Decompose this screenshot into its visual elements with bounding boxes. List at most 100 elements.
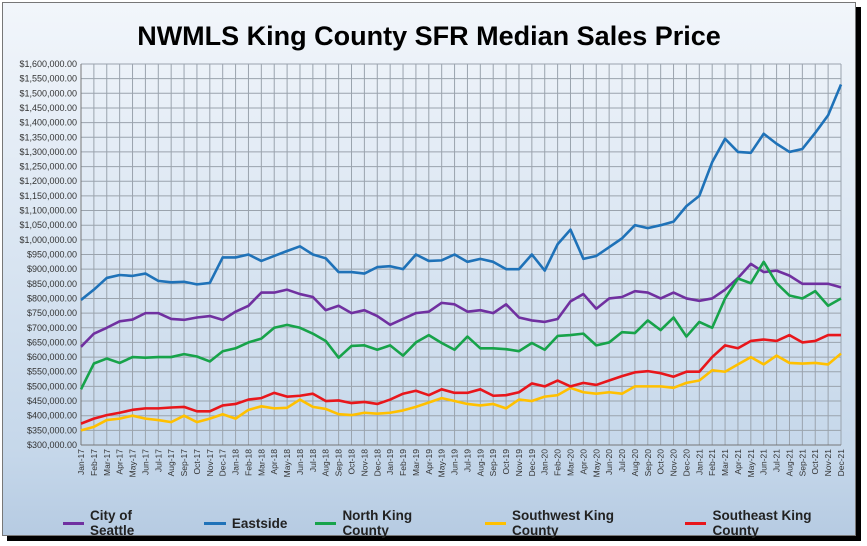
legend-item: City of Seattle [63,508,176,538]
y-tick-label: $1,600,000.00 [19,59,77,69]
y-tick-label: $1,000,000.00 [19,235,77,245]
y-tick-label: $1,400,000.00 [19,118,77,128]
y-tick-label: $400,000.00 [27,411,77,421]
x-tick-label: Jun-17 [140,449,150,475]
x-tick-label: Jan-18 [231,449,241,475]
x-tick-label: Feb-18 [243,449,253,476]
x-tick-label: Dec-18 [372,449,382,477]
y-tick-label: $1,100,000.00 [19,206,77,216]
y-tick-label: $1,350,000.00 [19,132,77,142]
x-tick-label: Jan-21 [694,449,704,475]
x-tick-label: Feb-17 [89,449,99,476]
x-tick-label: Oct-17 [192,449,202,475]
x-tick-label: Dec-17 [218,449,228,477]
x-tick-label: May-20 [591,449,601,478]
x-tick-label: Jun-20 [604,449,614,475]
series-line-city-of-seattle [80,262,842,348]
x-tick-label: Feb-21 [707,449,717,476]
y-tick-label: $550,000.00 [27,367,77,377]
y-tick-label: $700,000.00 [27,323,77,333]
chart-title: NWMLS King County SFR Median Sales Price [137,21,721,51]
series-line-southeast-king-county [80,333,841,425]
series-line-eastside [80,84,843,301]
x-tick-label: Sep-18 [334,449,344,477]
chart-plot: $300,000.00 $350,000.00 $400,000.00 $450,00… [19,59,846,478]
legend-item: Southeast King County [685,508,855,538]
legend-label: North King County [342,508,413,538]
y-tick-label: $1,200,000.00 [19,176,77,186]
x-tick-label: May-21 [746,449,756,478]
series-line-southwest-king-county [80,352,842,432]
y-tick-label: $900,000.00 [27,264,77,274]
x-tick-label: Oct-18 [347,449,357,475]
legend-label: City of Seattle [90,508,135,538]
y-tick-label: $1,300,000.00 [19,147,77,157]
x-tick-label: Feb-19 [398,449,408,476]
x-tick-label: Aug-20 [630,449,640,477]
legend-swatch [63,521,84,525]
legend: City of Seattle Eastside North King County… [63,508,855,538]
x-tick-label: Apr-17 [115,449,125,475]
y-tick-label: $350,000.00 [27,425,77,435]
x-tick-label: Jan-19 [385,449,395,475]
legend-swatch [203,521,226,525]
x-tick-label: Apr-20 [578,449,588,475]
x-tick-label: Aug-21 [784,449,794,477]
x-tick-label: Jan-17 [76,449,86,475]
x-tick-label: Jul-19 [462,449,472,472]
x-tick-label: Dec-20 [681,449,691,477]
x-tick-label: Aug-17 [166,449,176,477]
x-tick-label: Jun-19 [450,449,460,475]
x-tick-label: Apr-18 [269,449,279,475]
legend-swatch [485,521,507,525]
legend-swatch [685,521,707,525]
y-tick-label: $450,000.00 [27,396,77,406]
x-tick-label: Nov-21 [823,449,833,477]
legend-swatch [315,521,337,525]
legend-item: Eastside [203,508,288,538]
x-tick-label: Jul-18 [308,449,318,472]
x-tick-label: Jul-17 [153,449,163,472]
y-tick-label: $1,500,000.00 [19,88,77,98]
y-tick-label: $600,000.00 [27,352,77,362]
x-tick-label: Sep-17 [179,449,189,477]
series-line-north-king-county [79,260,842,390]
y-tick-label: $850,000.00 [27,279,77,289]
x-tick-label: Nov-18 [359,449,369,477]
x-tick-label: Oct-20 [656,449,666,475]
x-tick-label: Mar-21 [720,449,730,476]
chart-frame: NWMLS King County SFR Median Sales Price… [2,2,856,538]
y-tick-label: $1,250,000.00 [19,162,77,172]
x-tick-label: Aug-19 [475,449,485,477]
y-tick-label: $1,150,000.00 [19,191,77,201]
x-tick-label: Feb-20 [553,449,563,476]
legend-label: Southwest King County [512,508,615,538]
x-tick-label: Sep-19 [488,449,498,477]
x-tick-label: Nov-17 [205,449,215,477]
x-tick-label: Nov-19 [514,449,524,477]
x-tick-label: Apr-21 [733,449,743,475]
y-tick-label: $950,000.00 [27,250,77,260]
y-tick-label: $1,050,000.00 [19,220,77,230]
legend-item: North King County [315,508,457,538]
x-tick-label: Mar-18 [256,449,266,476]
x-tick-label: Oct-21 [810,449,820,475]
x-tick-label: Sep-21 [797,449,807,477]
legend-label: Eastside [231,515,288,531]
x-tick-label: Dec-21 [836,449,846,477]
y-tick-label: $300,000.00 [27,440,77,450]
x-tick-label: May-17 [128,449,138,478]
x-tick-label: Jan-20 [540,449,550,475]
x-tick-label: Jun-21 [759,449,769,475]
x-tick-label: Apr-19 [424,449,434,475]
x-tick-label: Aug-18 [321,449,331,477]
y-tick-label: $1,550,000.00 [19,74,77,84]
x-tick-label: Oct-19 [501,449,511,475]
x-tick-label: Jul-21 [772,449,782,472]
x-tick-label: Jun-18 [295,449,305,475]
y-tick-label: $1,450,000.00 [19,103,77,113]
x-tick-label: Mar-20 [565,449,575,476]
x-tick-label: Mar-17 [102,449,112,476]
legend-item: Southwest King County [485,508,657,538]
y-tick-label: $800,000.00 [27,293,77,303]
